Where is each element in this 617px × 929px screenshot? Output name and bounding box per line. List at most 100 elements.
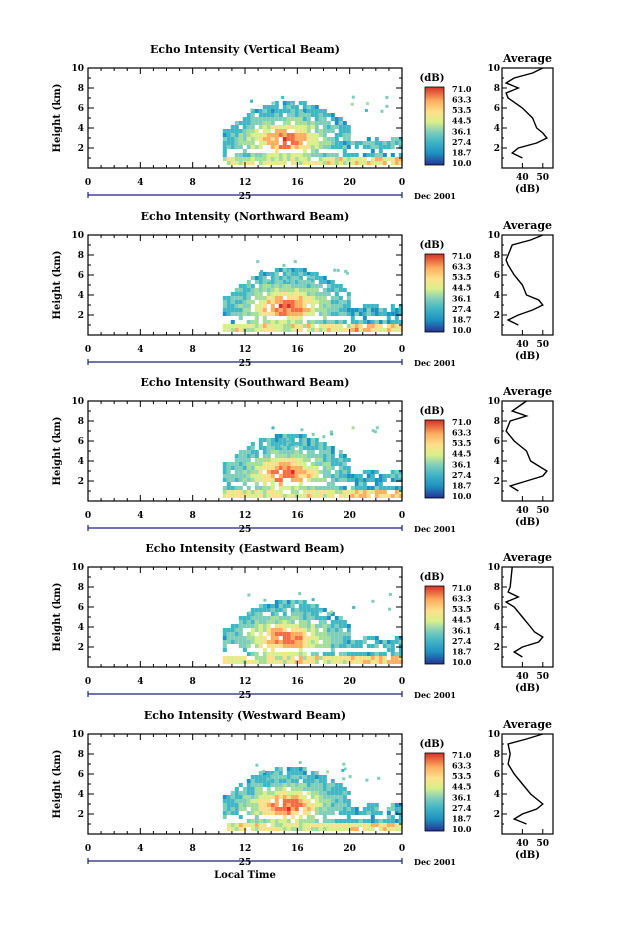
- heatmap-cell: [282, 795, 287, 799]
- heatmap-cell: [230, 129, 235, 133]
- heatmap-cell: [394, 316, 399, 320]
- heatmap-cell: [278, 490, 283, 494]
- heatmap-cell: [334, 640, 339, 644]
- heatmap-cell: [322, 125, 327, 129]
- heatmap-cell: [290, 272, 295, 276]
- heatmap-cell: [222, 815, 227, 819]
- heatmap-cell: [326, 304, 331, 308]
- heatmap-cell: [362, 478, 367, 482]
- heatmap-cell: [266, 312, 271, 316]
- heatmap-cell: [322, 121, 327, 125]
- heatmap-cell: [306, 466, 311, 470]
- heatmap-cell: [254, 616, 259, 620]
- heatmap-cell: [342, 304, 347, 308]
- heatmap-cell: [318, 811, 323, 815]
- heatmap-cell: [250, 157, 255, 161]
- heatmap-cell: [366, 145, 371, 149]
- colorbar-tick-label: 27.4: [452, 304, 472, 314]
- heatmap-cell: [298, 620, 303, 624]
- heatmap-cell: [378, 474, 383, 478]
- heatmap-cell: [330, 620, 335, 624]
- heatmap-cell: [306, 819, 311, 823]
- heatmap-cell: [314, 628, 319, 632]
- heatmap-cell: [282, 145, 287, 149]
- heatmap-cell: [282, 600, 287, 604]
- heatmap-cell: [294, 316, 299, 320]
- heatmap-cell: [382, 819, 387, 823]
- heatmap-cell: [262, 490, 267, 494]
- heatmap-cell: [238, 312, 243, 316]
- heatmap-cell: [258, 827, 263, 831]
- avg-profile-line: [505, 234, 544, 326]
- heatmap-cell: [254, 454, 259, 458]
- heatmap-cell: [230, 791, 235, 795]
- heatmap-cell: [262, 121, 267, 125]
- heatmap-cell: [278, 823, 283, 827]
- heatmap-cell: [290, 775, 295, 779]
- heatmap-cell: [310, 446, 315, 450]
- heatmap-cell: [322, 827, 327, 831]
- heatmap-cell: [278, 486, 283, 490]
- heatmap-cell: [322, 288, 327, 292]
- panel-title: Echo Intensity (Vertical Beam): [150, 43, 340, 56]
- heatmap-cell: [341, 769, 345, 772]
- heatmap-cell: [322, 474, 327, 478]
- colorbar-tick-label: 71.0: [452, 251, 472, 261]
- heatmap-cell: [242, 125, 247, 129]
- heatmap-cell: [334, 474, 339, 478]
- heatmap-cell: [278, 640, 283, 644]
- heatmap-cell: [278, 795, 283, 799]
- heatmap-cell: [266, 288, 271, 292]
- heatmap-cell: [330, 791, 335, 795]
- heatmap-cell: [302, 494, 307, 498]
- heatmap-cell: [302, 486, 307, 490]
- heatmap-cell: [326, 799, 331, 803]
- heatmap-cell: [354, 490, 359, 494]
- heatmap-cell: [310, 145, 315, 149]
- heatmap-cell: [282, 458, 287, 462]
- heatmap-cell: [234, 454, 239, 458]
- heatmap-cell: [266, 807, 271, 811]
- heatmap-cell: [282, 791, 287, 795]
- heatmap-cell: [302, 827, 307, 831]
- heatmap-cell: [371, 429, 375, 433]
- avg-y-tick-label: 4: [494, 790, 500, 800]
- heatmap-cell: [342, 153, 347, 157]
- heatmap-cell: [258, 474, 263, 478]
- heatmap-cell: [282, 807, 287, 811]
- heatmap-cell: [286, 279, 290, 282]
- heatmap-cell: [385, 95, 389, 99]
- heatmap-cell: [342, 490, 347, 494]
- heatmap-cell: [278, 442, 283, 446]
- heatmap-cell: [330, 628, 335, 632]
- heatmap-cell: [314, 803, 319, 807]
- heatmap-cell: [338, 320, 343, 324]
- heatmap-cell: [374, 137, 379, 141]
- heatmap-cell: [254, 478, 259, 482]
- heatmap-cell: [394, 656, 399, 660]
- heatmap-cell: [258, 458, 263, 462]
- heatmap-cell: [338, 328, 343, 332]
- heatmap-cell: [266, 462, 271, 466]
- heatmap-cell: [306, 328, 311, 332]
- heatmap-cell: [298, 628, 303, 632]
- heatmap-cell: [254, 316, 259, 320]
- heatmap-cell: [258, 308, 263, 312]
- heatmap-cell: [398, 660, 403, 664]
- heatmap-cell: [334, 117, 339, 121]
- heatmap-cell: [246, 129, 251, 133]
- heatmap-cell: [354, 157, 359, 161]
- heatmap-cell: [314, 438, 319, 442]
- heatmap-cell: [334, 320, 339, 324]
- heatmap-cell: [230, 304, 235, 308]
- heatmap-cell: [330, 454, 335, 458]
- heatmap-cell: [294, 795, 299, 799]
- heatmap-cell: [370, 636, 375, 640]
- heatmap-cell: [350, 660, 355, 664]
- heatmap-cell: [270, 783, 275, 787]
- heatmap-cell: [278, 300, 283, 304]
- heatmap-cell: [394, 157, 399, 161]
- heatmap-cell: [226, 133, 231, 137]
- heatmap-cell: [374, 141, 379, 145]
- heatmap-cell: [262, 438, 267, 442]
